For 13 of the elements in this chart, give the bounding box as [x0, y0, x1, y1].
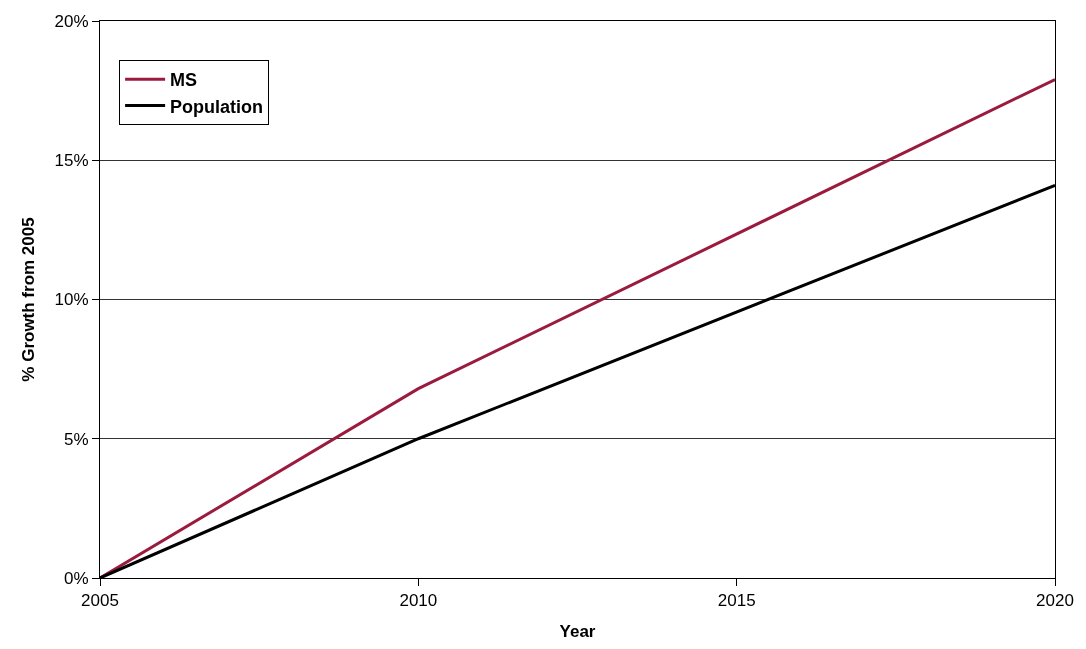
x-tick-label: 2010: [399, 591, 438, 611]
y-axis-title: % Growth from 2005: [19, 217, 39, 382]
legend-label: MS: [170, 70, 198, 91]
y-tick-label: 20%: [54, 11, 89, 31]
legend-label: Population: [170, 96, 264, 117]
y-tick-label: 0%: [64, 568, 89, 588]
x-tick-label: 2015: [717, 591, 756, 611]
y-tick-label: 5%: [64, 429, 89, 449]
x-tick-label: 2005: [81, 591, 119, 611]
y-tick-label: 15%: [54, 151, 89, 171]
x-axis-title: Year: [559, 621, 596, 641]
x-tick-label: 2020: [1036, 591, 1074, 611]
y-tick-label: 10%: [54, 290, 89, 310]
